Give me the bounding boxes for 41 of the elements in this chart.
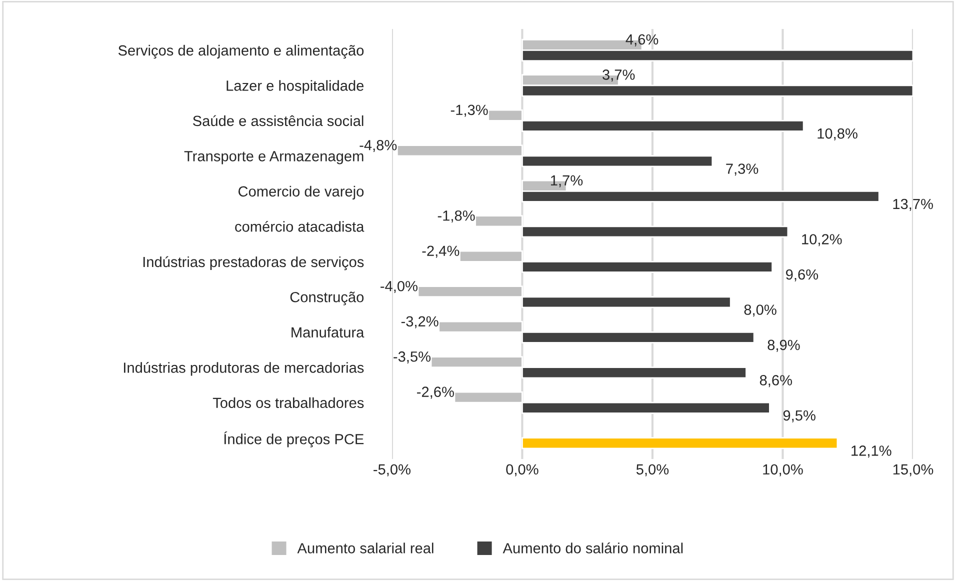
data-label: 1,7% <box>550 175 583 188</box>
y-tick-label: Índice de preços PCE <box>224 432 364 448</box>
x-tick-label: -5,0% <box>374 464 410 476</box>
y-tick-label: Saúde e assistência social <box>192 115 364 126</box>
data-label: -3,5% <box>394 351 431 364</box>
y-tick-label: Lazer e hospitalidade <box>226 80 364 94</box>
y-tick-label: comércio atacadista <box>235 220 364 232</box>
data-label: -2,6% <box>417 386 454 399</box>
x-tick-label: 15,0% <box>893 464 934 476</box>
data-label: 9,5% <box>783 410 816 422</box>
data-label: 4,6% <box>626 34 658 46</box>
y-tick-label: Indústrias produtoras de mercadorias <box>124 362 364 376</box>
data-label: 7,3% <box>726 164 758 176</box>
data-label: 8,6% <box>760 375 792 388</box>
x-tick-label: 0,0% <box>506 464 538 476</box>
x-tick-label: 5,0% <box>636 464 669 476</box>
data-label: -1,8% <box>438 210 475 223</box>
y-tick-label: Serviços de alojamento e alimentação <box>118 44 364 59</box>
data-label: 12,1% <box>852 446 892 458</box>
data-label: -4,8% <box>360 140 397 152</box>
legend-label: Aumento do salário nominal <box>502 542 683 554</box>
x-tick-label: 10,0% <box>763 464 803 476</box>
y-tick-label: Manufatura <box>292 326 364 338</box>
y-tick-label: Indústrias prestadoras de serviços <box>143 256 364 270</box>
data-label: -4,0% <box>380 280 418 294</box>
data-label: -2,4% <box>422 246 460 258</box>
y-tick-label: Transporte e Armazenagem <box>184 151 364 164</box>
y-tick-label: Todos os trabalhadores <box>212 397 364 408</box>
y-tick-label: Comercio de varejo <box>238 186 364 200</box>
bar <box>522 437 838 450</box>
data-label: -1,3% <box>450 104 488 117</box>
data-label: 13,7% <box>893 198 933 211</box>
data-label: 8,0% <box>744 304 776 317</box>
y-tick-label: Construção <box>290 292 364 306</box>
data-label: -3,2% <box>401 316 438 328</box>
data-label: 8,9% <box>768 340 800 352</box>
data-label: 10,8% <box>818 128 858 140</box>
data-label: 9,6% <box>786 269 818 282</box>
data-label: 10,2% <box>802 234 842 246</box>
legend-label: Aumento salarial real <box>297 542 434 554</box>
data-label: 3,7% <box>602 70 635 82</box>
